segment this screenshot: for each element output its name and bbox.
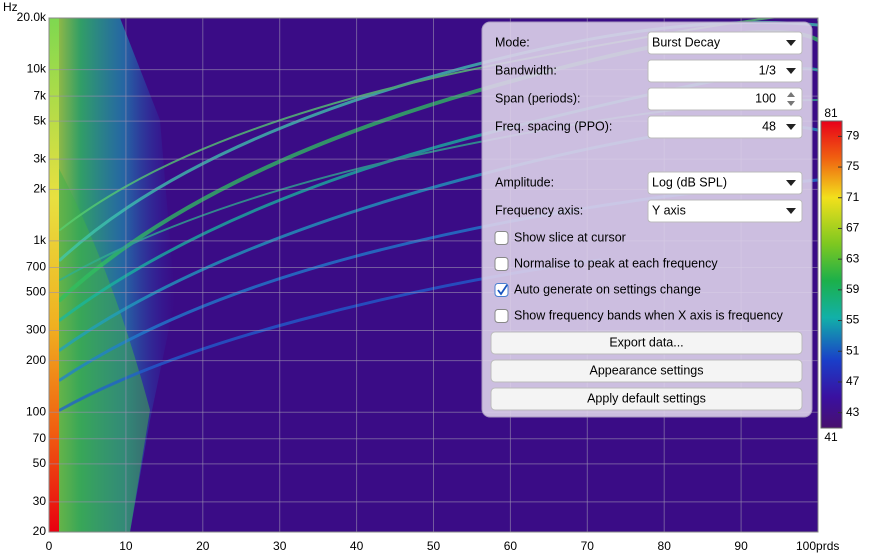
colorbar-tick-label: 55 [846,313,860,327]
colorbar [820,120,843,429]
colorbar-tick-label: 51 [846,343,860,357]
field-label: Span (periods): [495,91,580,105]
field-value: 48 [762,119,776,133]
x-tick-label: 10 [119,539,133,553]
y-tick-label: 5k [33,113,47,127]
checkbox[interactable] [494,283,509,297]
checkbox-label: Show frequency bands when X axis is freq… [514,308,784,322]
checkbox-label: Normalise to peak at each frequency [514,256,718,270]
colorbar-min: 41 [824,430,838,444]
y-tick-label: 300 [26,323,46,337]
colorbar-tick-label: 63 [846,251,860,265]
y-axis-label: Hz [3,0,18,14]
y-tick-label: 500 [26,285,46,299]
y-tick-label: 50 [33,456,47,470]
field-label: Amplitude: [495,175,554,189]
y-tick-label: 20 [33,524,47,538]
dropdown-arrow[interactable] [786,124,796,130]
field-value: Log (dB SPL) [652,175,727,189]
x-tick-label: 50 [427,539,441,553]
dropdown[interactable] [647,115,803,139]
x-tick-label: 20 [196,539,210,553]
y-tick-label: 100 [26,404,46,418]
dropdown-arrow[interactable] [786,68,796,74]
field-value: Y axis [652,203,686,217]
button[interactable] [490,387,803,411]
colorbar-max: 81 [824,106,838,120]
field-value: 1/3 [759,63,776,77]
field-value: 100 [755,91,776,105]
colorbar-tick-label: 79 [846,129,860,143]
y-tick-label: 70 [33,431,47,445]
x-tick-label: 90 [734,539,748,553]
x-tick-label: 80 [658,539,672,553]
settings-panel: Mode: Burst Decay Bandwidth: 1/3 Span (perio… [481,21,813,418]
colorbar-tick-label: 67 [846,221,860,235]
colorbar-tick-label: 43 [846,405,860,419]
checkbox[interactable] [494,257,509,271]
x-tick-label: 100prds [796,539,839,553]
checkbox-label: Show slice at cursor [514,230,626,244]
checkbox-label: Auto generate on settings change [514,282,701,296]
dropdown[interactable] [647,199,803,223]
button-label: Appearance settings [590,363,704,377]
checkmark [497,284,508,296]
x-tick-label: 0 [46,539,53,553]
y-tick-label: 30 [33,494,47,508]
y-tick-label: 20.0k [17,10,47,24]
x-tick-label: 60 [504,539,518,553]
button-label: Export data... [609,335,683,349]
colorbar-tick-label: 71 [846,190,860,204]
y-tick-label: 3k [33,151,47,165]
y-tick-label: 2k [33,182,47,196]
y-tick-label: 700 [26,260,46,274]
plot-border [48,17,819,533]
colorbar-tick-label: 59 [846,282,860,296]
y-tick-label: 1k [33,233,47,247]
x-tick-label: 40 [350,539,364,553]
dropdown[interactable] [647,171,803,195]
colorbar-tick-label: 47 [846,374,860,388]
field-label: Mode: [495,35,530,49]
y-tick-label: 10k [27,62,47,76]
spinner-arrows[interactable] [787,92,795,106]
spinner[interactable] [647,87,803,111]
field-label: Freq. spacing (PPO): [495,119,612,133]
field-value: Burst Decay [652,35,721,49]
dropdown[interactable] [647,59,803,83]
checkbox[interactable] [494,231,509,245]
field-label: Frequency axis: [495,203,583,217]
dropdown[interactable] [647,31,803,55]
colorbar-tick-label: 75 [846,159,860,173]
y-tick-label: 200 [26,353,46,367]
x-tick-label: 70 [581,539,595,553]
dropdown-arrow[interactable] [786,208,796,214]
dropdown-arrow[interactable] [786,40,796,46]
field-label: Bandwidth: [495,63,557,77]
x-tick-label: 30 [273,539,287,553]
dropdown-arrow[interactable] [786,180,796,186]
checkbox[interactable] [494,309,509,323]
y-tick-label: 7k [33,88,47,102]
button-label: Apply default settings [587,391,706,405]
button[interactable] [490,359,803,383]
button[interactable] [490,331,803,355]
